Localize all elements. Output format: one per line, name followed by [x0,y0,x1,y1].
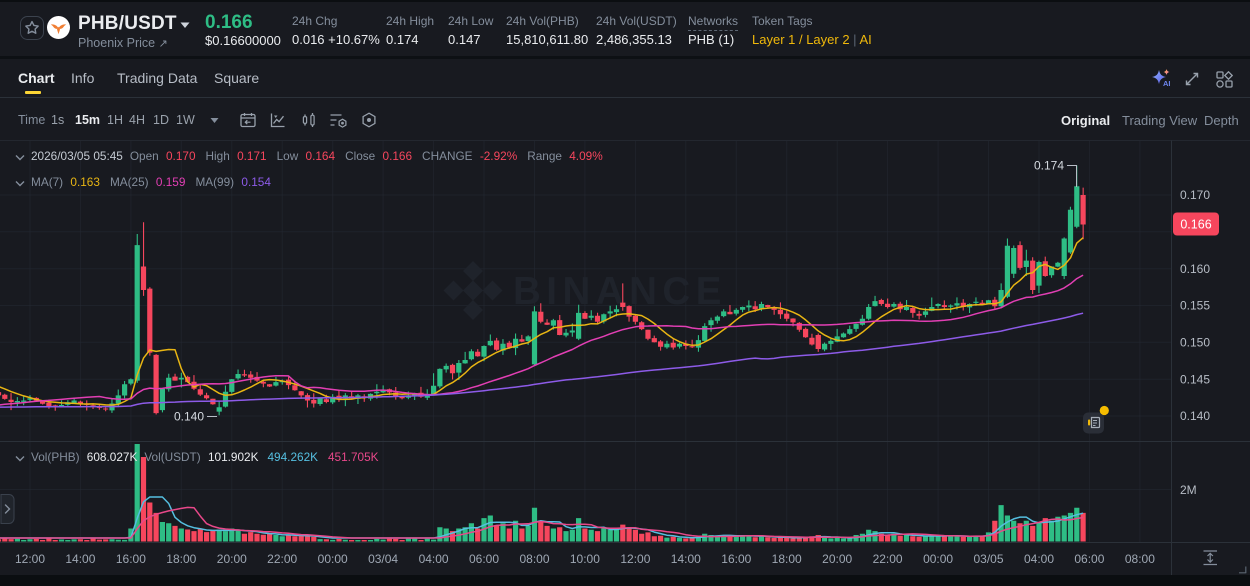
svg-text:20:00: 20:00 [217,552,247,566]
svg-text:14:00: 14:00 [65,552,95,566]
svg-text:2M: 2M [1180,483,1197,497]
svg-text:18:00: 18:00 [772,552,802,566]
svg-text:0.140: 0.140 [174,410,204,424]
svg-text:0.150: 0.150 [1180,336,1210,350]
svg-text:12:00: 12:00 [15,552,45,566]
svg-text:0.174: 0.174 [1034,159,1064,173]
svg-text:0.160: 0.160 [1180,262,1210,276]
svg-text:16:00: 16:00 [116,552,146,566]
svg-text:04:00: 04:00 [1024,552,1054,566]
svg-text:03/04: 03/04 [368,552,398,566]
svg-text:04:00: 04:00 [419,552,449,566]
svg-text:20:00: 20:00 [822,552,852,566]
svg-text:22:00: 22:00 [873,552,903,566]
svg-text:22:00: 22:00 [267,552,297,566]
svg-text:03/05: 03/05 [973,552,1003,566]
svg-text:0.145: 0.145 [1180,372,1210,386]
svg-text:0.155: 0.155 [1180,299,1210,313]
svg-text:00:00: 00:00 [318,552,348,566]
svg-text:06:00: 06:00 [469,552,499,566]
svg-text:18:00: 18:00 [166,552,196,566]
svg-text:0.140: 0.140 [1180,409,1210,423]
svg-text:14:00: 14:00 [671,552,701,566]
svg-text:16:00: 16:00 [721,552,751,566]
svg-text:06:00: 06:00 [1074,552,1104,566]
svg-text:08:00: 08:00 [1125,552,1155,566]
svg-text:00:00: 00:00 [923,552,953,566]
svg-text:0.170: 0.170 [1180,188,1210,202]
svg-text:0.166: 0.166 [1180,218,1211,232]
svg-text:AI: AI [1163,79,1171,88]
svg-text:10:00: 10:00 [570,552,600,566]
svg-text:08:00: 08:00 [519,552,549,566]
svg-text:12:00: 12:00 [620,552,650,566]
svg-text:BINANCE: BINANCE [513,270,727,313]
